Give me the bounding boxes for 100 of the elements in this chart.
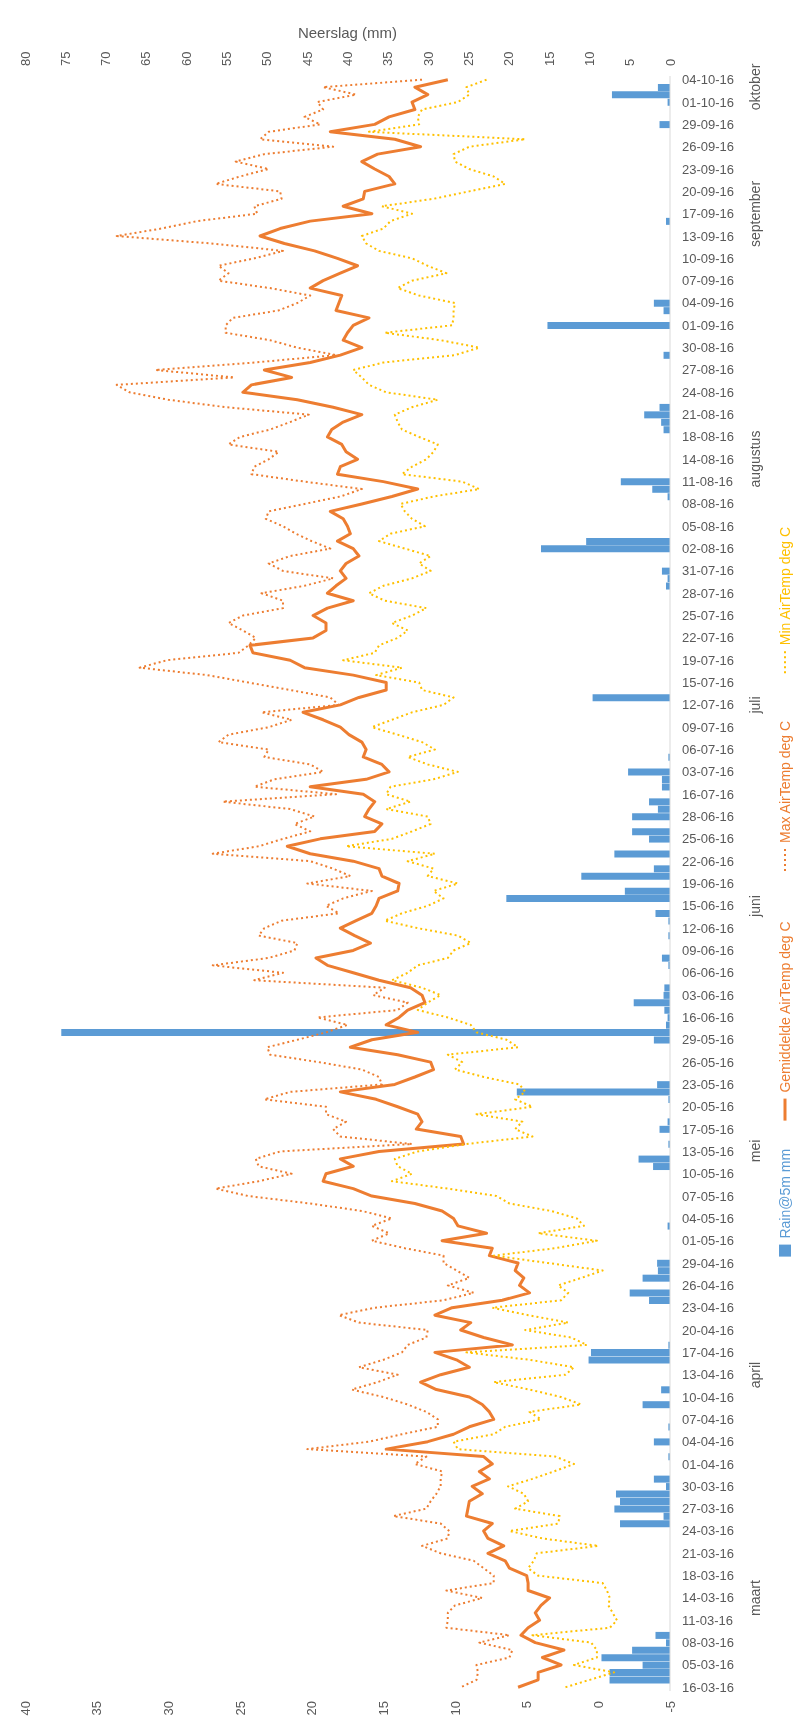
y-tick-label: 09-06-16 bbox=[682, 942, 735, 958]
text: september bbox=[746, 179, 764, 249]
x2-tick-label: 35 bbox=[380, 51, 396, 66]
y-tick-label: 06-06-16 bbox=[682, 965, 735, 981]
text: Min AirTemp deg C bbox=[777, 526, 793, 646]
y-tick-label: 26-04-16 bbox=[682, 1277, 735, 1293]
y-tick-label: 10-05-16 bbox=[682, 1166, 735, 1182]
y-tick-label: 01-05-16 bbox=[682, 1233, 735, 1249]
x2-tick-label: 5 bbox=[622, 58, 638, 66]
x-tick-label: 10 bbox=[447, 1701, 463, 1716]
x2-tick-label: 45 bbox=[299, 51, 315, 66]
text: april bbox=[746, 1360, 764, 1390]
y-tick-label: 10-09-16 bbox=[682, 250, 735, 266]
x2-tick-label: 70 bbox=[98, 51, 114, 66]
y-tick-label: 04-10-16 bbox=[682, 72, 735, 88]
y-tick-label: 07-04-16 bbox=[682, 1411, 735, 1427]
y-tick-label: 18-03-16 bbox=[682, 1568, 735, 1584]
y-tick-label: 17-04-16 bbox=[682, 1344, 735, 1360]
y-tick-label: 13-04-16 bbox=[682, 1367, 735, 1383]
y-tick-label: 26-09-16 bbox=[682, 139, 735, 155]
y-tick-label: 16-07-16 bbox=[682, 786, 735, 802]
y-tick-label: 30-03-16 bbox=[682, 1478, 735, 1494]
y-tick-label: 03-07-16 bbox=[682, 764, 735, 780]
y-tick-label: 30-08-16 bbox=[682, 340, 735, 356]
y-tick-label: 07-09-16 bbox=[682, 273, 735, 289]
y-tick-label: 03-06-16 bbox=[682, 987, 735, 1003]
x2-tick-label: 55 bbox=[219, 51, 235, 66]
x-tick-label: 35 bbox=[89, 1701, 105, 1716]
text: oktober bbox=[747, 63, 763, 111]
y-tick-label: 25-07-16 bbox=[682, 608, 735, 624]
y-tick-label: 29-04-16 bbox=[682, 1255, 735, 1271]
y-tick-label: 12-06-16 bbox=[682, 920, 735, 936]
y-tick-label: 02-08-16 bbox=[682, 541, 735, 557]
y-tick-label: 05-08-16 bbox=[682, 518, 735, 534]
y-tick-label: 28-07-16 bbox=[682, 585, 735, 601]
y-tick-label: 29-09-16 bbox=[682, 116, 735, 132]
y-tick-label: 31-07-16 bbox=[682, 563, 735, 579]
text: Gemiddelde AirTemp deg C bbox=[777, 921, 793, 1093]
y-tick-label: 26-05-16 bbox=[682, 1054, 735, 1070]
x2-tick-label: 0 bbox=[662, 58, 678, 66]
x2-tick-label: 60 bbox=[178, 51, 194, 66]
x-tick-label: 40 bbox=[17, 1701, 33, 1716]
text: Rain@5m mm bbox=[777, 1148, 793, 1239]
y-tick-label: 11-03-16 bbox=[682, 1612, 734, 1628]
y-tick-label: 19-06-16 bbox=[682, 876, 735, 891]
y-tick-label: 10-04-16 bbox=[682, 1389, 735, 1405]
x-tick-label: 20 bbox=[304, 1701, 320, 1716]
y-tick-label: 22-06-16 bbox=[682, 853, 735, 869]
x-tick-label: 0 bbox=[590, 1701, 606, 1709]
y-tick-label: 04-09-16 bbox=[682, 295, 735, 311]
y-tick-label: 19-07-16 bbox=[682, 652, 735, 668]
x-tick-label: 5 bbox=[519, 1701, 535, 1709]
text: juli bbox=[746, 695, 764, 716]
y-tick-label: 24-03-16 bbox=[682, 1523, 735, 1539]
x2-tick-label: 80 bbox=[17, 51, 33, 66]
y-tick-label: 23-05-16 bbox=[682, 1076, 735, 1092]
y-tick-label: 28-06-16 bbox=[682, 809, 735, 825]
y-tick-label: 04-04-16 bbox=[682, 1434, 735, 1450]
y-tick-label: 11-08-16 bbox=[682, 474, 734, 490]
y-tick-label: 07-05-16 bbox=[682, 1188, 735, 1204]
y-tick-label: 27-08-16 bbox=[682, 362, 735, 378]
y-tick-label: 14-08-16 bbox=[682, 451, 735, 467]
x2-tick-label: 30 bbox=[420, 51, 436, 66]
y-tick-label: 15-07-16 bbox=[682, 675, 735, 691]
y-tick-label: 15-06-16 bbox=[682, 898, 735, 914]
y-tick-label: 17-05-16 bbox=[682, 1121, 735, 1137]
y-tick-label: 14-03-16 bbox=[682, 1590, 735, 1606]
y-tick-label: 09-07-16 bbox=[682, 719, 735, 735]
x-tick-label: 30 bbox=[160, 1701, 176, 1716]
y-tick-label: 16-03-16 bbox=[682, 1679, 735, 1695]
y-tick-label: 06-07-16 bbox=[682, 742, 735, 758]
y-tick-label: 21-08-16 bbox=[682, 407, 735, 423]
y-tick-label: 01-10-16 bbox=[682, 94, 735, 110]
text: mei bbox=[746, 1139, 764, 1165]
text: maart bbox=[746, 1579, 764, 1618]
x2-tick-label: 20 bbox=[501, 51, 517, 66]
y-tick-label: 13-09-16 bbox=[682, 228, 735, 244]
y-tick-label: 18-08-16 bbox=[682, 429, 735, 445]
x2-tick-label: 75 bbox=[57, 51, 73, 66]
y-tick-label: 24-08-16 bbox=[682, 384, 735, 400]
y-tick-label: 21-03-16 bbox=[682, 1545, 735, 1561]
x2-tick-label: 50 bbox=[259, 51, 275, 66]
y-tick-label: 16-06-16 bbox=[682, 1009, 735, 1025]
x2-tick-label: 15 bbox=[541, 51, 557, 66]
y-tick-label: 27-03-16 bbox=[682, 1501, 735, 1517]
y-tick-label: 08-03-16 bbox=[682, 1635, 735, 1651]
y-tick-label: 04-05-16 bbox=[682, 1210, 735, 1226]
y-tick-label: 20-09-16 bbox=[682, 183, 735, 199]
text: augustus bbox=[746, 429, 764, 490]
y-tick-label: 08-08-16 bbox=[682, 496, 735, 512]
y-tick-label: 01-09-16 bbox=[682, 317, 735, 333]
y-tick-label: 23-09-16 bbox=[682, 161, 735, 177]
x2-tick-label: 65 bbox=[138, 51, 154, 66]
text: juni bbox=[746, 893, 764, 920]
y-tick-label: 12-07-16 bbox=[682, 697, 735, 713]
y-tick-label: 01-04-16 bbox=[682, 1456, 735, 1472]
x2-tick-label: 10 bbox=[581, 51, 597, 66]
x-tick-label: 25 bbox=[232, 1701, 248, 1716]
x-tick-label: 15 bbox=[375, 1701, 391, 1716]
y-tick-label: 05-03-16 bbox=[682, 1657, 735, 1673]
